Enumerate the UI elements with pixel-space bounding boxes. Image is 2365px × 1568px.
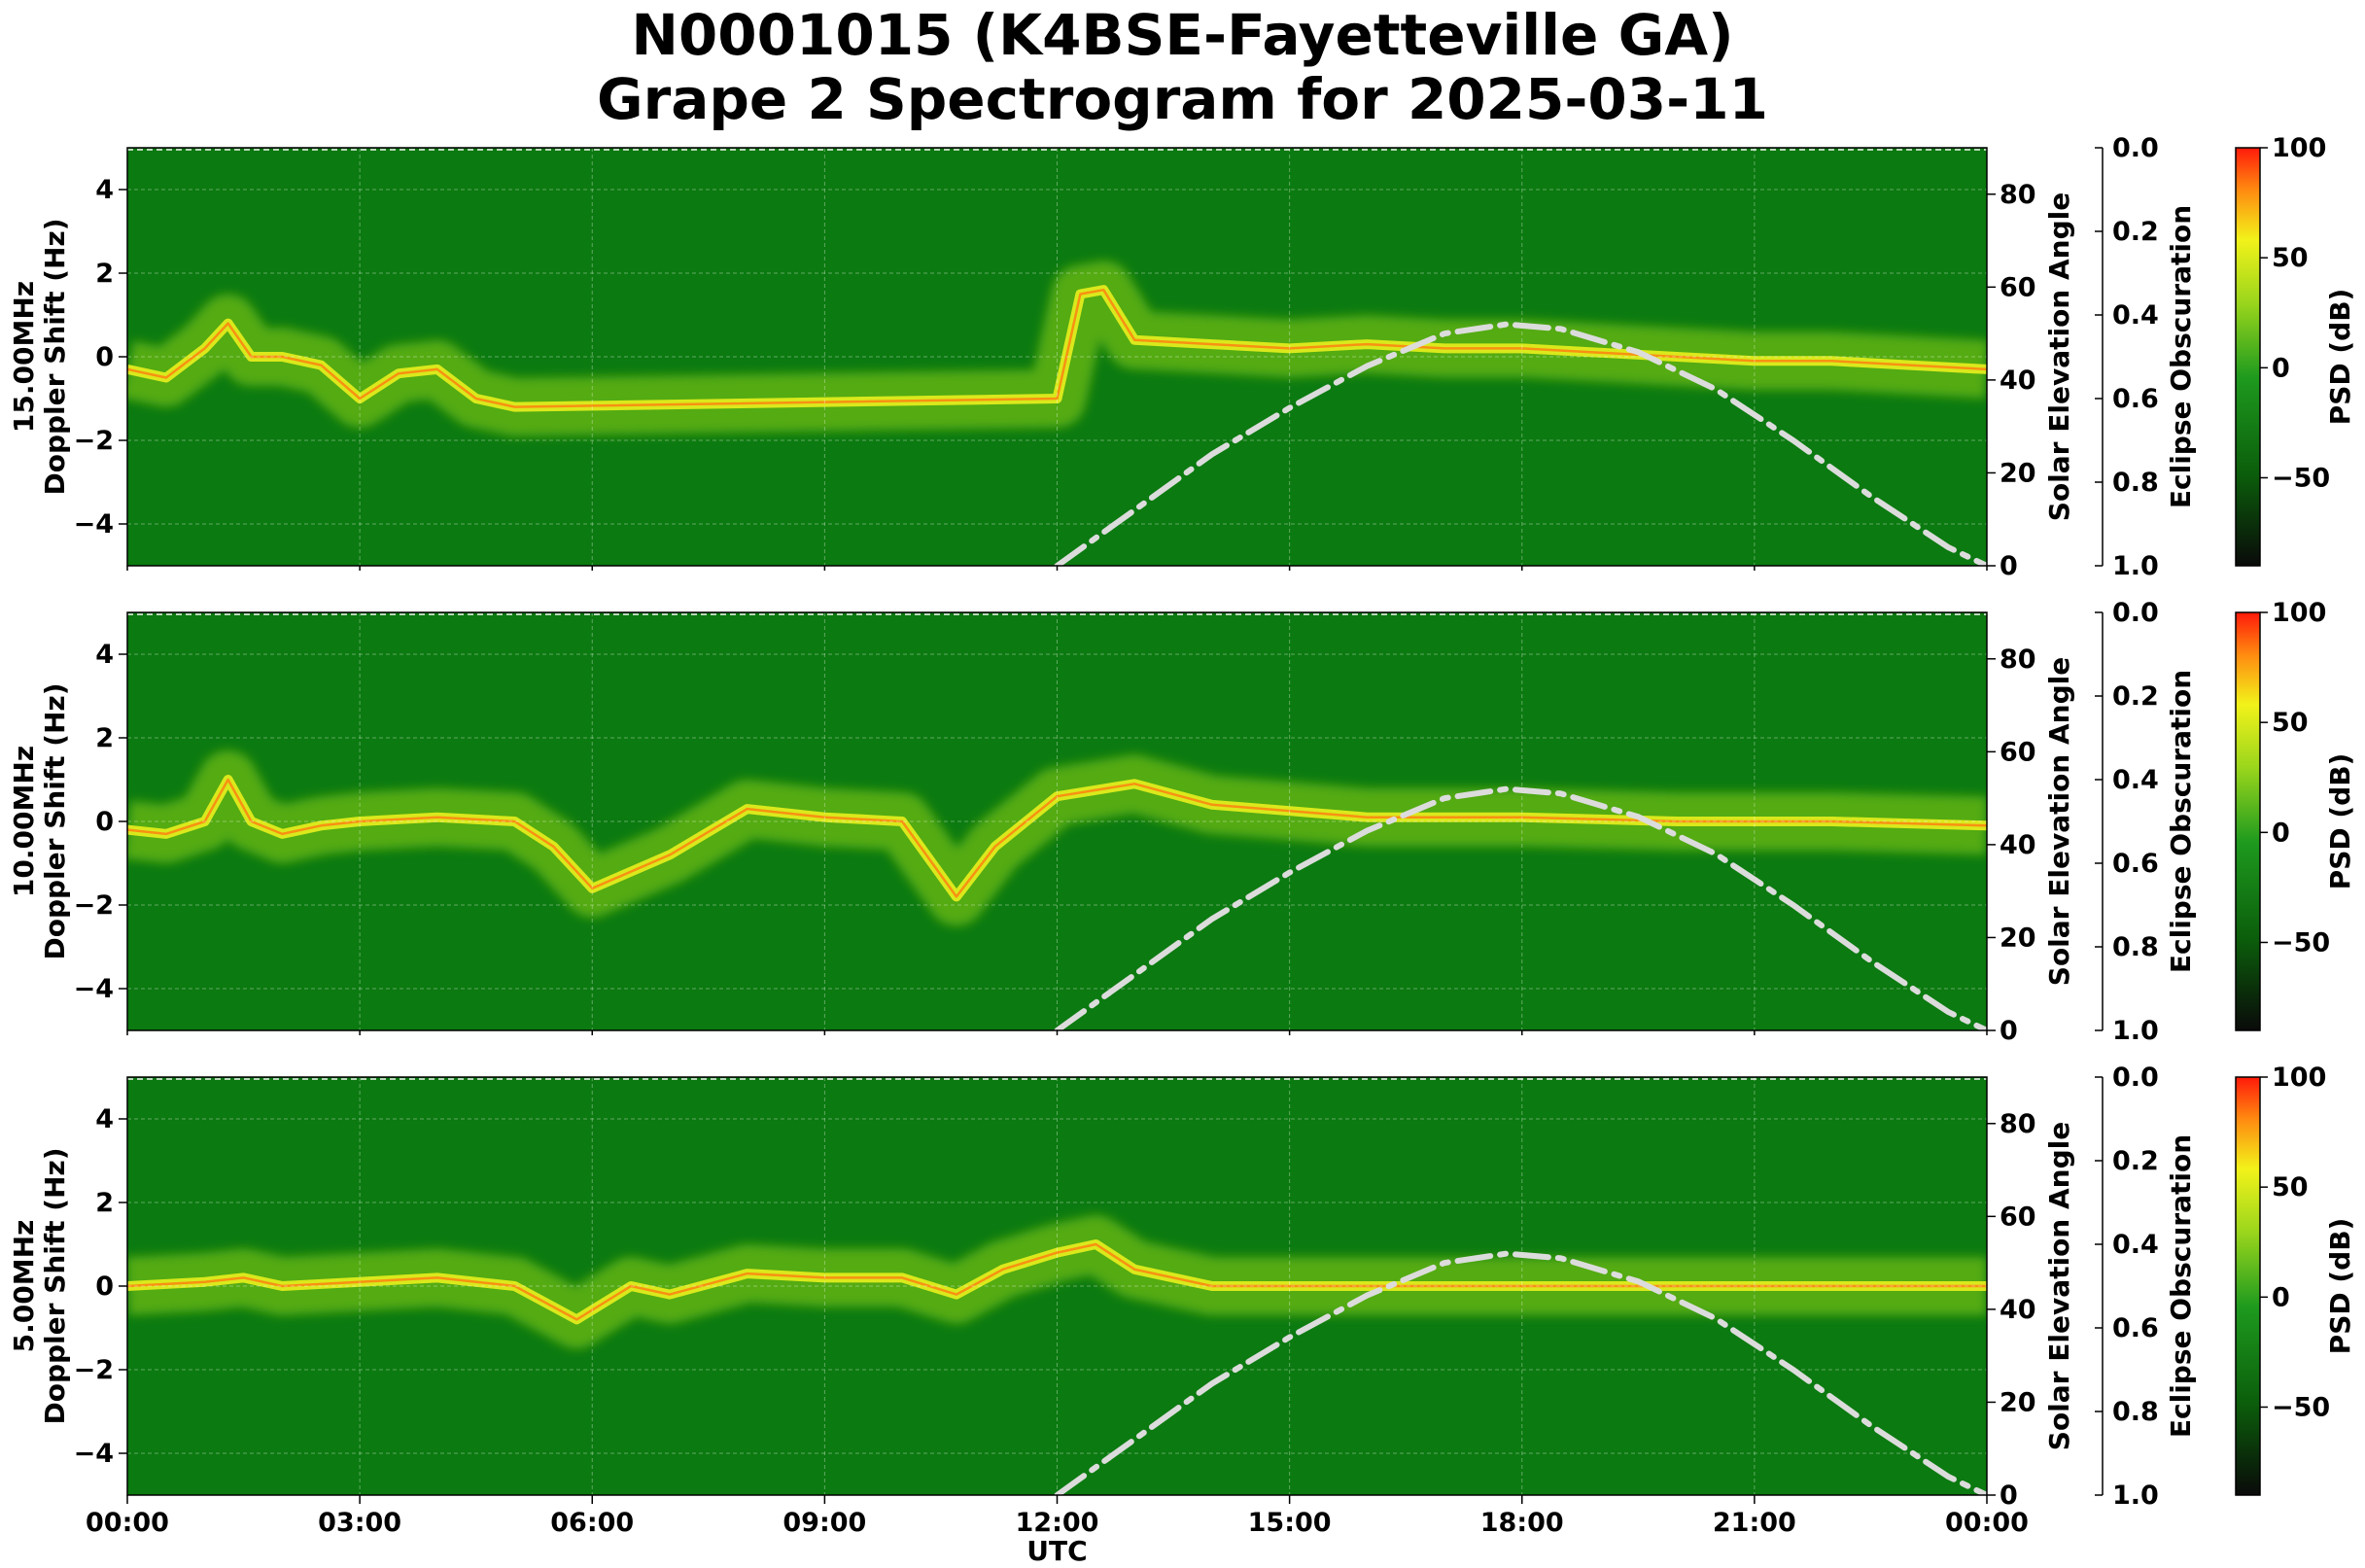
xtick-label: 12:00: [1016, 1508, 1099, 1538]
ytick-label: 4: [95, 640, 114, 670]
right-tick-label: 40: [2000, 366, 2036, 396]
ytick-label: 2: [95, 259, 114, 289]
right-tick-label: 20: [2000, 923, 2036, 953]
eclipse-tick-label: 0.0: [2112, 133, 2159, 163]
solar-elevation-curve: [1054, 321, 1987, 566]
panel-5.00MHz: 420−2−45.00MHz Doppler Shift (Hz)02040608…: [8, 1063, 2356, 1567]
xtick-label: 00:00: [86, 1508, 169, 1538]
solar-elevation-curve: [1054, 785, 1987, 1030]
ylabel-frequency: 15.00MHz: [8, 281, 40, 433]
eclipse-tick-label: 1.0: [2112, 1481, 2159, 1511]
eclipse-tick-label: 0.6: [2112, 1313, 2159, 1343]
eclipse-tick-label: 1.0: [2112, 551, 2159, 581]
right-tick-label: 20: [2000, 458, 2036, 488]
colorbar-label: PSD (dB): [2324, 289, 2356, 426]
colorbar-tick-label: 50: [2272, 1172, 2309, 1202]
right-tick-label: 60: [2000, 737, 2036, 767]
eclipse-tick-label: 0.8: [2112, 932, 2159, 962]
ylabel-doppler: Doppler Shift (Hz): [39, 218, 71, 495]
ytick-label: −4: [74, 974, 114, 1004]
eclipse-axis-label: Eclipse Obscuration: [2165, 1134, 2197, 1438]
xtick-label: 03:00: [318, 1508, 401, 1538]
xtick-label: 00:00: [1945, 1508, 2029, 1538]
xtick-label: 06:00: [550, 1508, 634, 1538]
xlabel-utc: UTC: [1026, 1535, 1087, 1567]
ytick-label: 2: [95, 723, 114, 753]
figure-title-line2: Grape 2 Spectrogram for 2025-03-11: [597, 66, 1768, 132]
right-tick-label: 0: [2000, 1016, 2018, 1046]
right-tick-label: 60: [2000, 1202, 2036, 1232]
eclipse-tick-label: 0.0: [2112, 1063, 2159, 1093]
solar-elevation-curve: [1054, 1250, 1987, 1495]
ylabel-frequency: 10.00MHz: [8, 746, 40, 897]
ytick-label: 2: [95, 1188, 114, 1218]
xtick-label: 15:00: [1248, 1508, 1332, 1538]
eclipse-tick-label: 0.4: [2112, 1230, 2159, 1260]
ylabel-doppler: Doppler Shift (Hz): [39, 682, 71, 959]
figure-title-line1: N0001015 (K4BSE-Fayetteville GA): [631, 2, 1734, 68]
right-tick-label: 0: [2000, 1481, 2018, 1511]
colorbar-label: PSD (dB): [2324, 753, 2356, 890]
ytick-label: −2: [74, 426, 114, 456]
ytick-label: −2: [74, 1355, 114, 1385]
colorbar-tick-label: 50: [2272, 243, 2309, 273]
right-tick-label: 20: [2000, 1387, 2036, 1417]
colorbar-tick-label: −50: [2272, 1392, 2330, 1422]
colorbar: [2235, 147, 2261, 567]
eclipse-tick-label: 0.8: [2112, 1397, 2159, 1427]
eclipse-axis-label: Eclipse Obscuration: [2165, 670, 2197, 973]
eclipse-tick-label: 0.0: [2112, 598, 2159, 628]
xtick-label: 09:00: [783, 1508, 866, 1538]
right-axis-label: Solar Elevation Angle: [2043, 192, 2075, 521]
eclipse-tick-label: 0.2: [2112, 681, 2159, 712]
ylabel-doppler: Doppler Shift (Hz): [39, 1147, 71, 1424]
eclipse-axis-label: Eclipse Obscuration: [2165, 205, 2197, 508]
eclipse-tick-label: 0.2: [2112, 217, 2159, 247]
colorbar-tick-label: 0: [2272, 818, 2290, 848]
right-axis-label: Solar Elevation Angle: [2043, 657, 2075, 986]
colorbar-tick-label: 100: [2272, 598, 2326, 628]
eclipse-tick-label: 0.2: [2112, 1146, 2159, 1176]
ytick-label: 0: [95, 807, 114, 837]
colorbar: [2235, 1076, 2261, 1496]
panel-10.00MHz: 420−2−410.00MHz Doppler Shift (Hz)0204060…: [8, 598, 2356, 1046]
right-tick-label: 60: [2000, 272, 2036, 302]
xtick-label: 21:00: [1713, 1508, 1796, 1538]
colorbar-tick-label: 50: [2272, 708, 2309, 738]
colorbar-tick-label: 0: [2272, 1282, 2290, 1312]
colorbar-label: PSD (dB): [2324, 1218, 2356, 1355]
xtick-label: 18:00: [1480, 1508, 1564, 1538]
eclipse-tick-label: 0.4: [2112, 765, 2159, 795]
ytick-label: −2: [74, 890, 114, 921]
ytick-label: 0: [95, 342, 114, 372]
right-tick-label: 40: [2000, 1295, 2036, 1325]
colorbar-tick-label: −50: [2272, 463, 2330, 493]
ytick-label: 4: [95, 1104, 114, 1134]
right-tick-label: 0: [2000, 551, 2018, 581]
eclipse-tick-label: 0.6: [2112, 384, 2159, 414]
colorbar-tick-label: 0: [2272, 353, 2290, 383]
right-tick-label: 80: [2000, 180, 2036, 210]
right-axis-label: Solar Elevation Angle: [2043, 1122, 2075, 1450]
panel-15.00MHz: 420−2−415.00MHz Doppler Shift (Hz)0204060…: [8, 133, 2356, 581]
right-tick-label: 80: [2000, 1109, 2036, 1139]
colorbar-tick-label: 100: [2272, 1063, 2326, 1093]
eclipse-tick-label: 0.8: [2112, 468, 2159, 498]
colorbar: [2235, 611, 2261, 1031]
eclipse-tick-label: 0.6: [2112, 849, 2159, 879]
ytick-label: −4: [74, 509, 114, 540]
colorbar-tick-label: 100: [2272, 133, 2326, 163]
ytick-label: 0: [95, 1272, 114, 1302]
ytick-label: −4: [74, 1439, 114, 1469]
ylabel-frequency: 5.00MHz: [8, 1220, 40, 1353]
right-tick-label: 40: [2000, 830, 2036, 860]
right-tick-label: 80: [2000, 645, 2036, 675]
eclipse-tick-label: 1.0: [2112, 1016, 2159, 1046]
doppler-trace-peak: [127, 778, 1987, 898]
eclipse-tick-label: 0.4: [2112, 300, 2159, 331]
colorbar-tick-label: −50: [2272, 927, 2330, 958]
ytick-label: 4: [95, 175, 114, 205]
